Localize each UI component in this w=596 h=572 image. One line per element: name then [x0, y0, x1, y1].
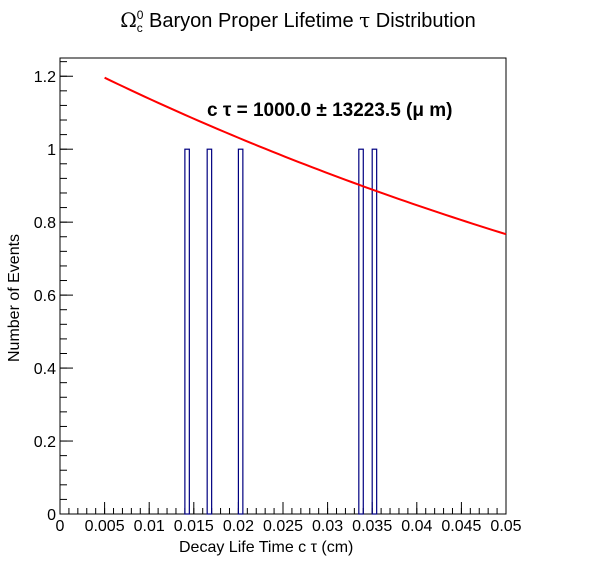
- x-tick-label: 0: [56, 518, 65, 535]
- plot-frame: [59, 57, 507, 515]
- y-tick-label: 0.8: [34, 215, 56, 232]
- x-tick-label: 0.04: [401, 518, 432, 535]
- title-sup: 0: [136, 8, 144, 23]
- axis-ticks: [59, 61, 507, 515]
- histogram-bars: [184, 148, 378, 515]
- histogram-bar: [371, 148, 378, 515]
- y-tick-label: 0.2: [34, 434, 56, 451]
- x-tick-label: 0.03: [312, 518, 343, 535]
- histogram-bar: [237, 148, 244, 515]
- y-tick-label: 0.4: [34, 361, 56, 378]
- histogram-bar: [358, 148, 364, 515]
- x-tick-label: 0.045: [441, 518, 481, 535]
- title-tau: τ: [359, 8, 371, 32]
- chart-title: Ωc0 Baryon Proper Lifetime τ Distributio…: [0, 8, 596, 35]
- title-rest: Baryon Proper Lifetime: [143, 10, 360, 32]
- histogram-bar: [206, 148, 213, 515]
- histogram-bar: [184, 148, 190, 515]
- x-tick-label: 0.035: [352, 518, 392, 535]
- tick-labels: 0 0.005 0.01 0.015 0.02 0.025 0.03 0.035 0.04 0.0…: [34, 69, 522, 535]
- y-axis-label: Number of Events: [6, 234, 23, 362]
- fit-curve: [104, 76, 507, 236]
- x-tick-label: 0.05: [490, 518, 521, 535]
- fit-curve-group: [104, 76, 507, 236]
- title-omega: Ω: [120, 8, 137, 32]
- y-tick-label: 1.2: [34, 69, 56, 86]
- title-suffix: Distribution: [370, 10, 476, 32]
- y-tick-label: 1: [47, 142, 56, 159]
- x-tick-label: 0.01: [134, 518, 165, 535]
- x-tick-label: 0.02: [223, 518, 254, 535]
- x-tick-label: 0.015: [174, 518, 214, 535]
- x-axis-label: Decay Life Time c τ (cm): [179, 539, 353, 556]
- title-sub: c: [136, 21, 143, 35]
- y-tick-label: 0.6: [34, 288, 56, 305]
- fit-result-label: c τ = 1000.0 ± 13223.5 (μ m): [207, 100, 453, 121]
- x-tick-label: 0.025: [263, 518, 303, 535]
- y-tick-label: 0: [47, 507, 56, 524]
- x-tick-label: 0.005: [85, 518, 125, 535]
